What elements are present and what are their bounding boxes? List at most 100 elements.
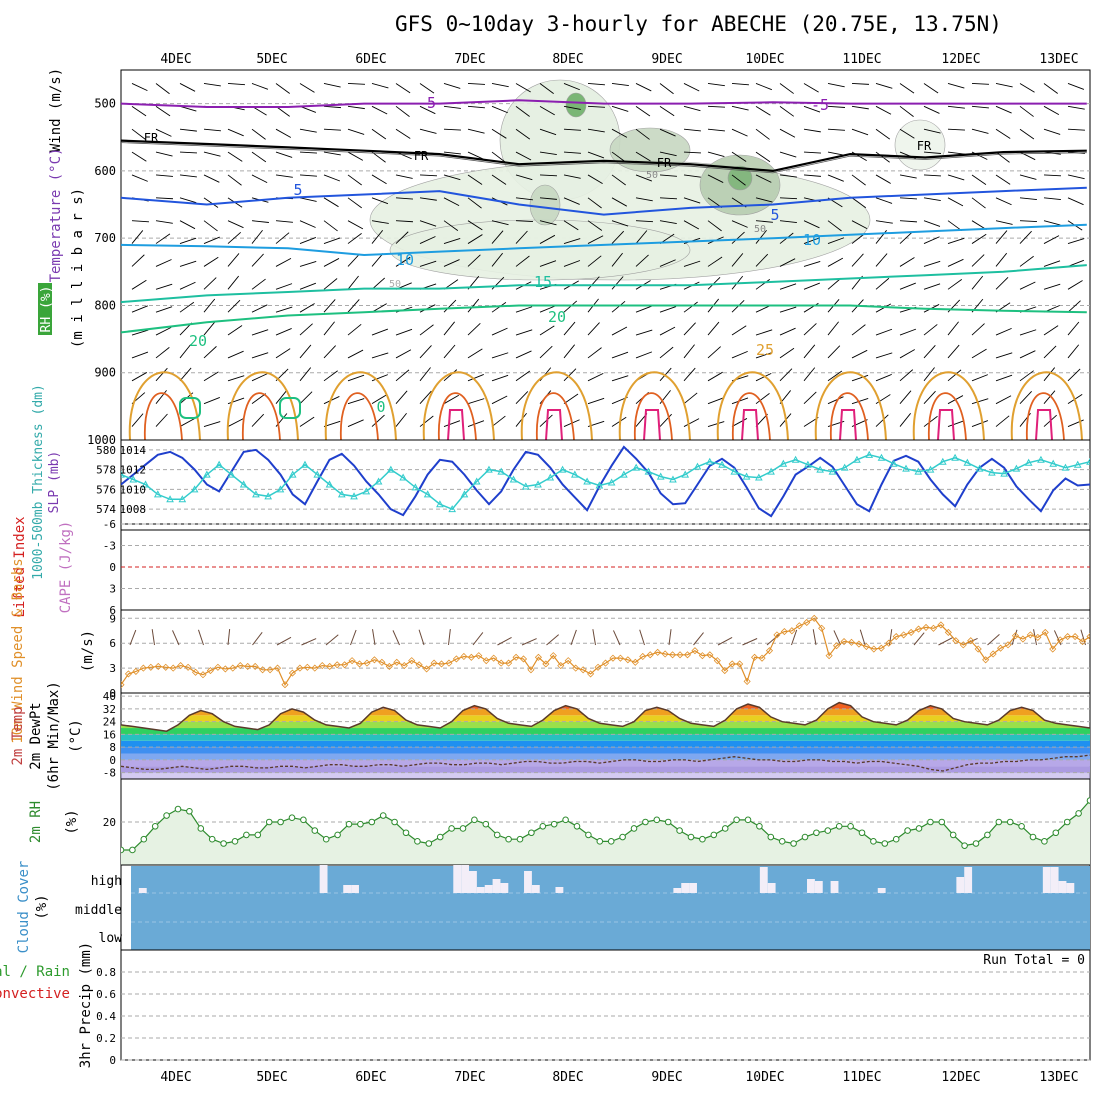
upper-wind-barb-166 xyxy=(275,174,293,178)
upper-wind-barb-164 xyxy=(227,174,242,186)
warm-loop-inner-9 xyxy=(1035,409,1053,440)
upper-wind-barb-552 xyxy=(899,369,914,382)
upper-wind-barb-182 xyxy=(659,174,677,177)
warm-loop-mid-6 xyxy=(732,392,771,440)
upper-wind-barb-455 xyxy=(491,327,508,336)
warm-loop-outer-3 xyxy=(422,371,495,440)
rh2m-point-12 xyxy=(254,831,262,839)
upper-wind-barb-100 xyxy=(611,128,628,138)
temp-contour-10 xyxy=(121,223,1087,257)
upper-wind-barb-539 xyxy=(587,372,604,382)
upper-wind-barb-604 xyxy=(227,418,244,427)
upper-wind-barb-451 xyxy=(395,328,413,336)
upper-wind-barb-367 xyxy=(299,282,317,290)
time-label-bottom-12DEC: 12DEC xyxy=(941,1070,980,1085)
upper-wind-barb-21 xyxy=(635,83,652,92)
wind10m-point-73 xyxy=(661,650,669,658)
rh2m-point-8 xyxy=(208,835,216,843)
upper-wind-barb-522 xyxy=(179,367,192,382)
upper-wind-barb-617 xyxy=(539,414,553,427)
upper-wind-barb-133 xyxy=(443,151,461,155)
upper-wind-barb-408 xyxy=(323,299,336,313)
contour-label-13: 50 xyxy=(754,224,766,235)
cloud-high-bar-116 xyxy=(1042,867,1051,893)
warm-loop-mid-9 xyxy=(1026,392,1065,440)
upper-wind-barb-235 xyxy=(971,197,986,209)
wind10m-point-36 xyxy=(385,662,393,671)
wind10m-barb-4 xyxy=(227,629,231,646)
upper-wind-barb-98 xyxy=(563,128,581,131)
thickness-point-75 xyxy=(1037,455,1045,463)
upper-wind-barb-278 xyxy=(1043,220,1061,226)
warm-loop-mid-0 xyxy=(144,392,183,440)
upper-wind-barb-272 xyxy=(899,220,917,223)
upper-wind-barb-380 xyxy=(611,276,624,290)
upper-wind-barb-129 xyxy=(347,151,364,161)
upper-wind-barb-276 xyxy=(995,220,1013,225)
time-label-top-9DEC: 9DEC xyxy=(651,52,682,67)
upper-wind-barb-168 xyxy=(323,174,341,182)
upper-ytick-800: 800 xyxy=(94,298,116,312)
wind10m-point-5 xyxy=(154,662,162,671)
upper-wind-barb-65 xyxy=(731,105,749,111)
wind10m-barb-21 xyxy=(639,629,645,646)
upper-wind-barb-309 xyxy=(827,237,845,244)
upper-wind-barb-460 xyxy=(611,326,628,336)
upper-wind-barb-449 xyxy=(347,323,362,336)
thickness-point-10 xyxy=(239,480,248,488)
wind10m-point-117 xyxy=(989,650,997,658)
upper-wind-barb-363 xyxy=(203,277,217,290)
upper-wind-barb-440 xyxy=(131,329,149,336)
wind10m-barb-5 xyxy=(252,631,263,646)
upper-wind-barb-588 xyxy=(803,391,817,404)
thickness-ytick-574: 574 xyxy=(96,503,116,516)
rh2m-point-51 xyxy=(699,835,706,843)
wind10m-point-97 xyxy=(840,637,848,646)
freezing-label-0: FR xyxy=(144,131,159,145)
rh2m-point-6 xyxy=(186,807,193,815)
upper-wind-barb-591 xyxy=(875,394,891,405)
upper-wind-barb-573 xyxy=(443,394,459,405)
wind10m-point-1 xyxy=(124,670,133,678)
wind10m-point-116 xyxy=(982,656,990,664)
rh2m-point-68 xyxy=(892,835,900,843)
upper-wind-barb-490 xyxy=(371,352,389,359)
cloud-high-bar-70 xyxy=(681,883,690,893)
upper-wind-barb-289 xyxy=(347,233,362,244)
wind10m-point-13 xyxy=(214,663,222,671)
cloud-content xyxy=(131,865,1090,950)
upper-wind-barb-546 xyxy=(755,372,772,382)
wind10m-point-69 xyxy=(631,658,639,666)
wind10m-frame xyxy=(120,609,1091,694)
rh2m-point-29 xyxy=(448,825,455,832)
wind10m-point-113 xyxy=(959,641,967,649)
rh2m-point-52 xyxy=(710,831,718,839)
upper-wind-barb-40 xyxy=(131,105,147,117)
wind10m-point-126 xyxy=(1056,636,1064,644)
cloud-high-bar-89 xyxy=(830,881,839,893)
thickness-point-71 xyxy=(988,468,996,476)
upper-wind-barb-243 xyxy=(203,220,218,232)
upper-wind-barb-20 xyxy=(611,83,629,87)
wind10m-unit: (m/s) xyxy=(80,630,96,672)
rh2m-point-13 xyxy=(265,818,273,826)
upper-wind-barb-610 xyxy=(371,414,385,427)
rh2m-ytick-20: 20 xyxy=(103,816,116,829)
upper-wind-barb-252 xyxy=(419,220,437,227)
wind10m-point-103 xyxy=(885,639,893,647)
thickness-point-37 xyxy=(570,470,579,478)
temp-contour-FR-shadow xyxy=(121,142,1087,174)
upper-wind-barb-220 xyxy=(611,197,628,207)
time-label-top-4DEC: 4DEC xyxy=(160,52,191,67)
upper-wind-barb-565 xyxy=(251,393,266,405)
upper-wind-barb-510 xyxy=(851,349,868,359)
upper-wind-barb-180 xyxy=(611,174,626,186)
time-label-top-5DEC: 5DEC xyxy=(256,52,287,67)
cloud-level-high: high xyxy=(91,874,122,889)
upper-wind-barb-353 xyxy=(923,260,941,267)
wind10m-point-35 xyxy=(378,658,386,666)
rh2m-point-73 xyxy=(949,831,957,839)
thickness-point-22 xyxy=(387,465,395,473)
wind10m-point-62 xyxy=(579,666,587,674)
